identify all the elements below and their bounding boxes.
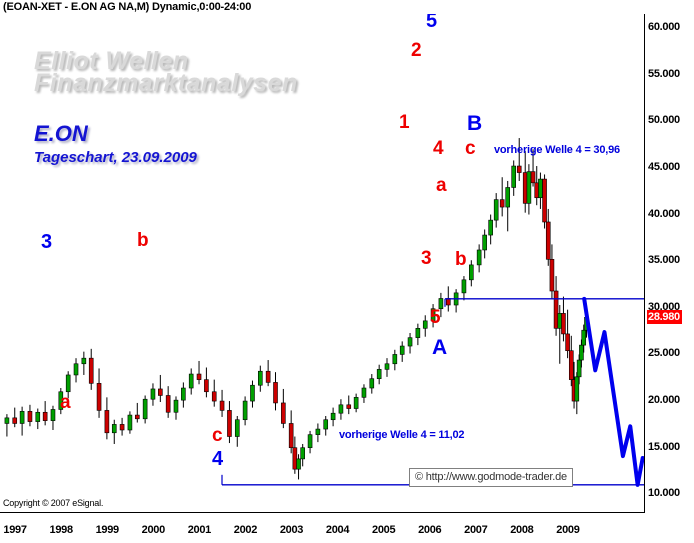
price-tick-30-000: 30.000 bbox=[648, 300, 680, 313]
price-tick-50-000: 50.000 bbox=[648, 114, 680, 127]
price-tick-25-000: 25.000 bbox=[648, 347, 680, 360]
price-tick-10-000: 10.000 bbox=[648, 487, 680, 500]
url-badge: © http://www.godmode-trader.de bbox=[409, 468, 573, 487]
price-plot-area[interactable]: Elliot Wellen Finanzmarktanalysen E.ON T… bbox=[0, 14, 645, 513]
date-tick-2006: 2006 bbox=[418, 524, 442, 536]
date-tick-2000: 2000 bbox=[141, 524, 166, 536]
price-tick-60-000: 60.000 bbox=[648, 20, 680, 33]
level-label-upper: vorherige Welle 4 = 30,96 bbox=[494, 144, 620, 156]
date-tick-1997: 1997 bbox=[3, 524, 27, 536]
price-tick-35-000: 35.000 bbox=[648, 254, 680, 267]
date-tick-2007: 2007 bbox=[464, 524, 488, 536]
price-tick-40-000: 40.000 bbox=[648, 207, 680, 220]
chart-title: (EOAN-XET - E.ON AG NA,M) Dynamic,0:00-2… bbox=[3, 1, 252, 13]
level-label-lower: vorherige Welle 4 = 11,02 bbox=[339, 429, 465, 441]
price-tick-45-000: 45.000 bbox=[648, 160, 680, 173]
date-tick-2005: 2005 bbox=[372, 524, 396, 536]
price-tick-20-000: 20.000 bbox=[648, 394, 680, 407]
date-tick-1998: 1998 bbox=[49, 524, 74, 536]
copyright-notice: Copyright © 2007 eSignal. bbox=[3, 498, 104, 508]
date-tick-2008: 2008 bbox=[510, 524, 534, 536]
price-tick-55-000: 55.000 bbox=[648, 67, 680, 80]
date-tick-1999: 1999 bbox=[95, 524, 120, 536]
date-tick-2009: 2009 bbox=[556, 524, 580, 536]
price-axis[interactable]: 60.000 55.000 50.000 45.000 40.000 35.000 30.0… bbox=[646, 0, 694, 515]
price-tick-15-000: 15.000 bbox=[648, 440, 680, 453]
current-price-badge: 28.980 bbox=[647, 310, 682, 325]
date-tick-2003: 2003 bbox=[279, 524, 304, 536]
date-axis[interactable]: 1997 1998 1999 2000 2001 2002 2003 2004 2005 2006… bbox=[0, 524, 694, 542]
candlestick-canvas bbox=[4, 138, 644, 487]
date-tick-2002: 2002 bbox=[233, 524, 258, 536]
date-tick-2001: 2001 bbox=[187, 524, 212, 536]
date-tick-2004: 2004 bbox=[325, 524, 350, 536]
